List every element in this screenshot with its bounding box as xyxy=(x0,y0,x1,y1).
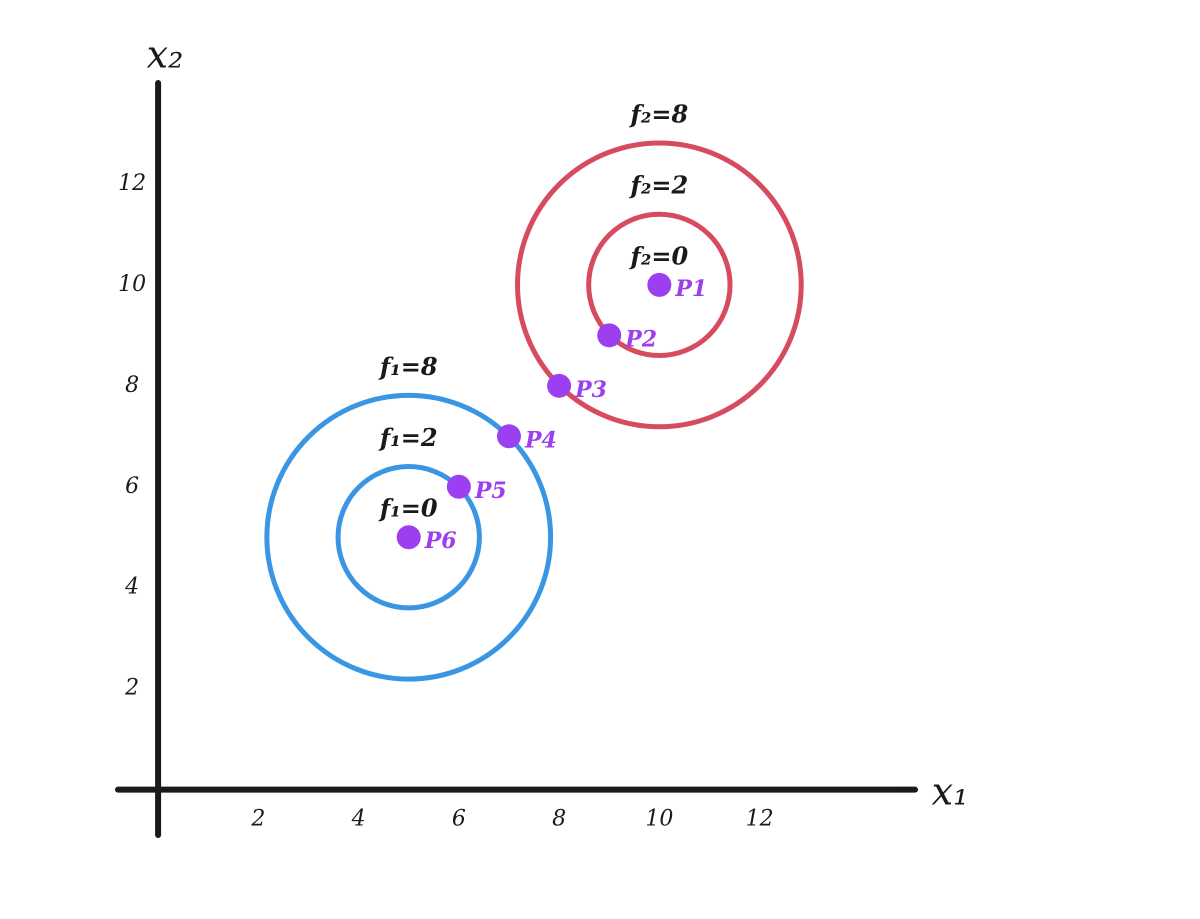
point xyxy=(446,474,471,499)
point-label: P1 xyxy=(674,276,707,302)
y-tick-label: 8 xyxy=(125,373,139,398)
contour-label: f₂=0 xyxy=(629,241,689,270)
contour xyxy=(335,464,482,611)
contour-label: f₂=2 xyxy=(629,171,689,200)
contour-label: f₂=8 xyxy=(629,100,689,129)
y-tick-label: 6 xyxy=(125,474,139,499)
point-label: P3 xyxy=(574,377,607,403)
x-axis-title: x₁ xyxy=(932,770,969,814)
contour xyxy=(515,140,804,430)
x-tick-label: 10 xyxy=(645,807,673,832)
contour xyxy=(586,211,733,359)
point xyxy=(597,323,622,348)
point xyxy=(547,373,572,398)
contour-label: f₁=0 xyxy=(378,494,438,523)
x-tick-label: 8 xyxy=(552,807,566,832)
point-label: P2 xyxy=(624,326,657,352)
y-axis-title: x₂ xyxy=(147,33,184,77)
y-tick-label: 10 xyxy=(118,272,146,297)
contour-label: f₁=8 xyxy=(378,352,438,381)
y-tick-label: 2 xyxy=(124,676,139,701)
x-tick-label: 4 xyxy=(351,807,366,832)
y-tick-label: 4 xyxy=(124,575,139,600)
contour xyxy=(264,392,554,682)
x-tick-label: 12 xyxy=(746,807,774,832)
x-tick-label: 6 xyxy=(452,807,466,832)
point-label: P4 xyxy=(524,427,557,453)
point xyxy=(496,424,521,449)
y-tick-label: 12 xyxy=(118,171,146,196)
point-label: P5 xyxy=(474,478,507,504)
contour-label: f₁=2 xyxy=(378,423,438,452)
point xyxy=(396,525,421,550)
point-label: P6 xyxy=(424,528,457,554)
point xyxy=(647,272,672,297)
x-tick-label: 2 xyxy=(250,807,265,832)
